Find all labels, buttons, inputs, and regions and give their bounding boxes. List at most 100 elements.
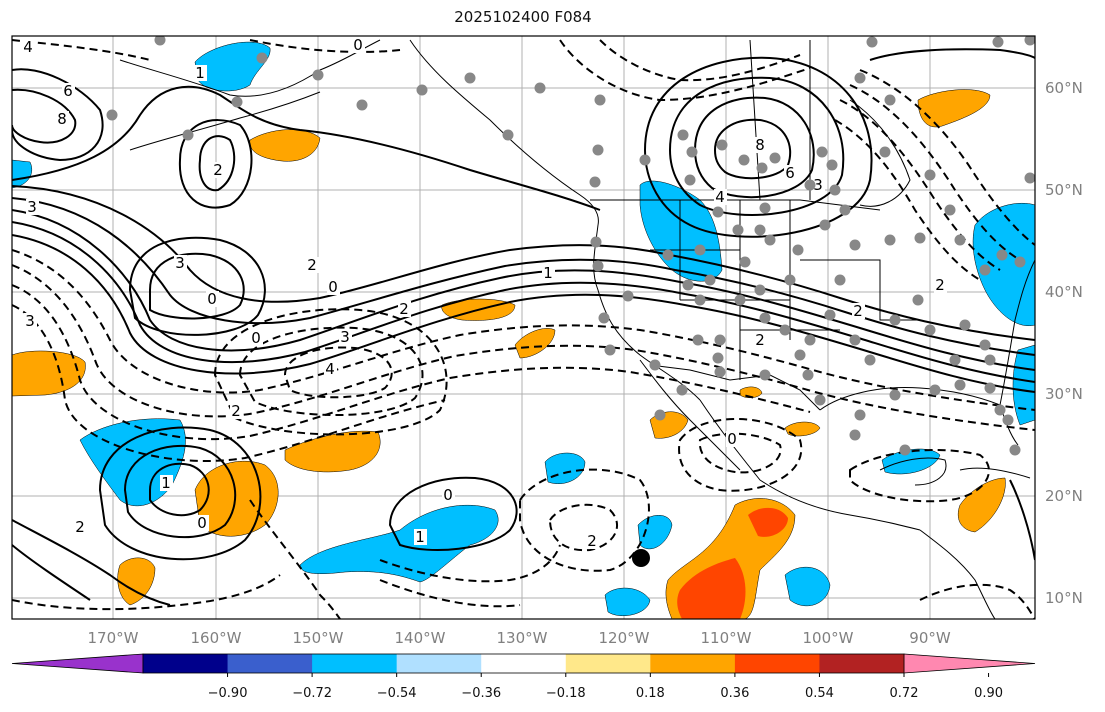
- station-point: [312, 69, 324, 81]
- contour-label: 2: [853, 302, 863, 320]
- contour-label: 0: [207, 290, 217, 308]
- station-point: [824, 309, 836, 321]
- us-mexico-border: [649, 364, 821, 411]
- contour-solid-4: [12, 197, 1035, 356]
- contour-dashed-gulf: [849, 449, 990, 503]
- station-point: [879, 146, 891, 158]
- contour-sw-low-3: [98, 426, 262, 561]
- station-point: [464, 72, 476, 84]
- aleutian-chain: [129, 91, 321, 151]
- station-point: [716, 139, 728, 151]
- contour-east-pacific-high: [388, 476, 518, 551]
- contour-low-aleutian-2: [178, 119, 253, 209]
- station-point: [854, 72, 866, 84]
- pos-region-aleutian: [249, 129, 321, 162]
- contour-label: 3: [25, 312, 35, 330]
- contour-dashed-pacific-south-2: [379, 579, 521, 608]
- contour-label-bg: [22, 39, 35, 55]
- lon-tick-label: 110°W: [701, 629, 752, 647]
- colorbar-label: 0.72: [890, 686, 919, 701]
- contour-label: 4: [325, 360, 335, 378]
- contour-label-bg: [352, 37, 365, 53]
- lat-tick-label: 40°N: [1045, 283, 1083, 301]
- station-point: [676, 384, 688, 396]
- contour-label-bg: [212, 162, 225, 178]
- contour-label-bg: [230, 403, 243, 419]
- contour-dashed-ne-3: [859, 69, 1035, 246]
- contour-label-bg: [442, 487, 455, 503]
- contour-label: 3: [813, 176, 823, 194]
- contour-label: 1: [161, 474, 171, 492]
- contour-dashed-mexico-2: [678, 418, 803, 492]
- station-point: [1024, 172, 1035, 184]
- colorbar-arrow-left: [11, 653, 144, 674]
- station-point: [854, 409, 866, 421]
- colorbar-label: −0.72: [292, 686, 332, 701]
- lat-tick-label: 10°N: [1045, 589, 1083, 607]
- contour-label-bg: [586, 533, 599, 549]
- contour-label: 4: [23, 38, 33, 56]
- colorbar-segment: [143, 654, 229, 673]
- contour-low-aleutian: [198, 135, 236, 192]
- contour-high-left-2: [128, 236, 266, 336]
- contour-dashed-3: [12, 284, 811, 441]
- station-point: [739, 256, 751, 268]
- station-point: [924, 324, 936, 336]
- colorbar-outline: [142, 653, 905, 674]
- contour-label-bg: [327, 279, 340, 295]
- colorbar-label: −0.90: [208, 686, 248, 701]
- colorbar-label: 0.90: [974, 686, 1003, 701]
- station-point: [694, 244, 706, 256]
- map-title: 2025102400 F084: [454, 8, 592, 26]
- station-point: [914, 232, 926, 244]
- contour-label-bg: [74, 519, 87, 535]
- contour-dashed-mexico: [698, 432, 782, 474]
- station-point: [759, 312, 771, 324]
- contour-sw-low: [149, 462, 210, 517]
- pos-region-mid-2: [514, 328, 556, 359]
- contour-label: 3: [27, 198, 37, 216]
- contour-dashed-ne-2: [849, 84, 1021, 261]
- contour-label-bg: [62, 83, 75, 99]
- contour-solid-5: [12, 185, 1035, 341]
- contour-label: 6: [63, 82, 73, 100]
- contour-high-nw-2: [12, 88, 77, 144]
- station-point: [889, 389, 901, 401]
- bc-coast: [409, 39, 599, 226]
- station-point: [784, 274, 796, 286]
- colorbar-segment: [396, 654, 482, 673]
- pos-region-hudson: [917, 89, 991, 128]
- station-point: [622, 290, 634, 302]
- station-point: [816, 146, 828, 158]
- contour-label-bg: [324, 361, 337, 377]
- contour-east-edge: [1009, 479, 1035, 561]
- neg-region-east-edge: [1012, 344, 1035, 426]
- contour-canada-low-4: [643, 56, 873, 238]
- colorbar-label: 0.18: [636, 686, 665, 701]
- station-point: [756, 162, 768, 174]
- contour-label: 8: [755, 136, 765, 154]
- station-point: [686, 146, 698, 158]
- station-point: [864, 354, 876, 366]
- station-point: [984, 354, 996, 366]
- station-point: [769, 152, 781, 164]
- colorbar-label: 0.36: [720, 686, 749, 701]
- colorbar-segment: [312, 654, 398, 673]
- contour-label: 2: [307, 256, 317, 274]
- station-point: [899, 444, 911, 456]
- station-point: [704, 274, 716, 286]
- station-point: [954, 234, 966, 246]
- lon-tick-label: 100°W: [803, 629, 854, 647]
- pos-region-south-core-2: [748, 507, 788, 537]
- contour-dashed-south-1: [548, 503, 619, 552]
- lon-tick-label: 90°W: [909, 629, 951, 647]
- contour-label: 0: [328, 278, 338, 296]
- contour-dashed-low-2: [238, 326, 424, 416]
- contour-solid-1: [12, 209, 1035, 371]
- contour-label-bg: [250, 330, 263, 346]
- contour-canada-low-3: [668, 76, 845, 216]
- station-point: [912, 294, 924, 306]
- station-point: [792, 244, 804, 256]
- contour-label: 2: [755, 331, 765, 349]
